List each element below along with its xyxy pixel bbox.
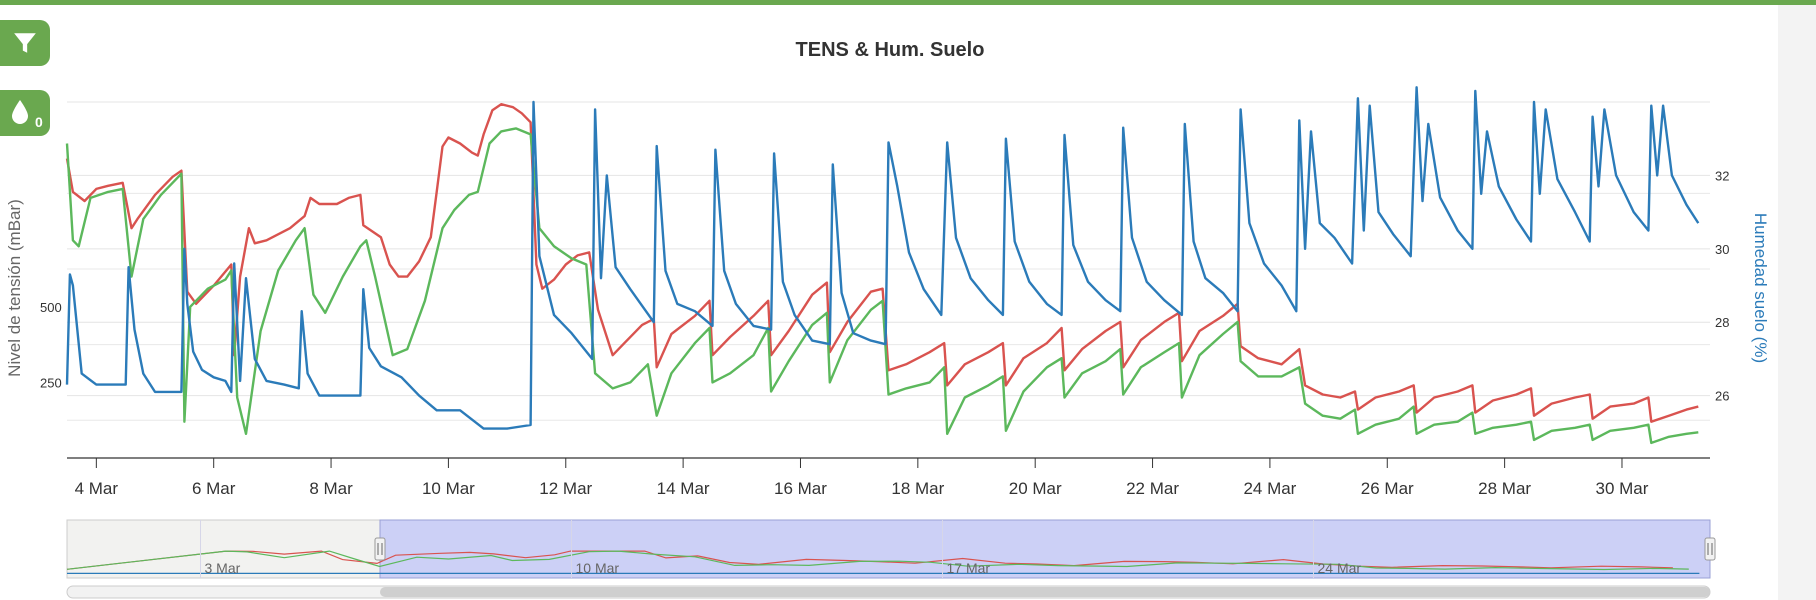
- x-tick-label: 26 Mar: [1361, 479, 1414, 498]
- y-right-tick-label: 32: [1715, 168, 1729, 183]
- chart-title: TENS & Hum. Suelo: [796, 39, 985, 61]
- x-tick-label: 6 Mar: [192, 479, 236, 498]
- navigator-handle-right[interactable]: [1704, 537, 1716, 561]
- navigator-scrollbar-thumb[interactable]: [380, 587, 1710, 597]
- navigator-series-2: [66, 550, 1689, 571]
- series-line-2: [65, 127, 1699, 445]
- water-drop-icon: 0: [12, 100, 43, 130]
- y-right-tick-label: 28: [1715, 315, 1729, 330]
- y-left-tick-label: 250: [40, 375, 62, 390]
- filter-icon: [14, 33, 36, 53]
- navigator-tick-label: 17 Mar: [947, 560, 991, 576]
- y-axis-left-label: Nivel de tensión (mBar): [5, 199, 24, 377]
- x-tick-label: 22 Mar: [1126, 479, 1179, 498]
- series-line-1: [65, 103, 1699, 423]
- navigator-handle-left[interactable]: [374, 537, 386, 561]
- x-tick-label: 16 Mar: [774, 479, 827, 498]
- navigator-tick-label: 24 Mar: [1318, 560, 1362, 576]
- x-tick-label: 14 Mar: [657, 479, 710, 498]
- navigator-series-1: [66, 550, 1673, 570]
- x-tick-label: 28 Mar: [1478, 479, 1531, 498]
- handle-body[interactable]: [1704, 537, 1716, 561]
- irrigation-count-badge: 0: [35, 114, 43, 130]
- irrigation-button[interactable]: 0: [0, 90, 50, 136]
- x-tick-label: 20 Mar: [1009, 479, 1062, 498]
- x-tick-label: 4 Mar: [75, 479, 119, 498]
- y-axis-right-label: Humedad suelo (%): [1751, 213, 1770, 363]
- x-tick-label: 8 Mar: [309, 479, 353, 498]
- page-scroll-strip: [1778, 5, 1816, 600]
- y-left-tick-label: 500: [40, 300, 62, 315]
- x-tick-label: 30 Mar: [1596, 479, 1649, 498]
- navigator-tick-label: 3 Mar: [205, 560, 241, 576]
- x-tick-label: 12 Mar: [539, 479, 592, 498]
- y-right-tick-label: 30: [1715, 242, 1729, 257]
- handle-body[interactable]: [374, 537, 386, 561]
- top-accent-bar: [0, 0, 1816, 5]
- x-tick-label: 18 Mar: [891, 479, 944, 498]
- filter-button[interactable]: [0, 20, 50, 66]
- series-line-3: [65, 86, 1700, 430]
- x-tick-label: 10 Mar: [422, 479, 475, 498]
- y-right-tick-label: 26: [1715, 389, 1729, 404]
- navigator-tick-label: 10 Mar: [576, 560, 620, 576]
- x-tick-label: 24 Mar: [1243, 479, 1296, 498]
